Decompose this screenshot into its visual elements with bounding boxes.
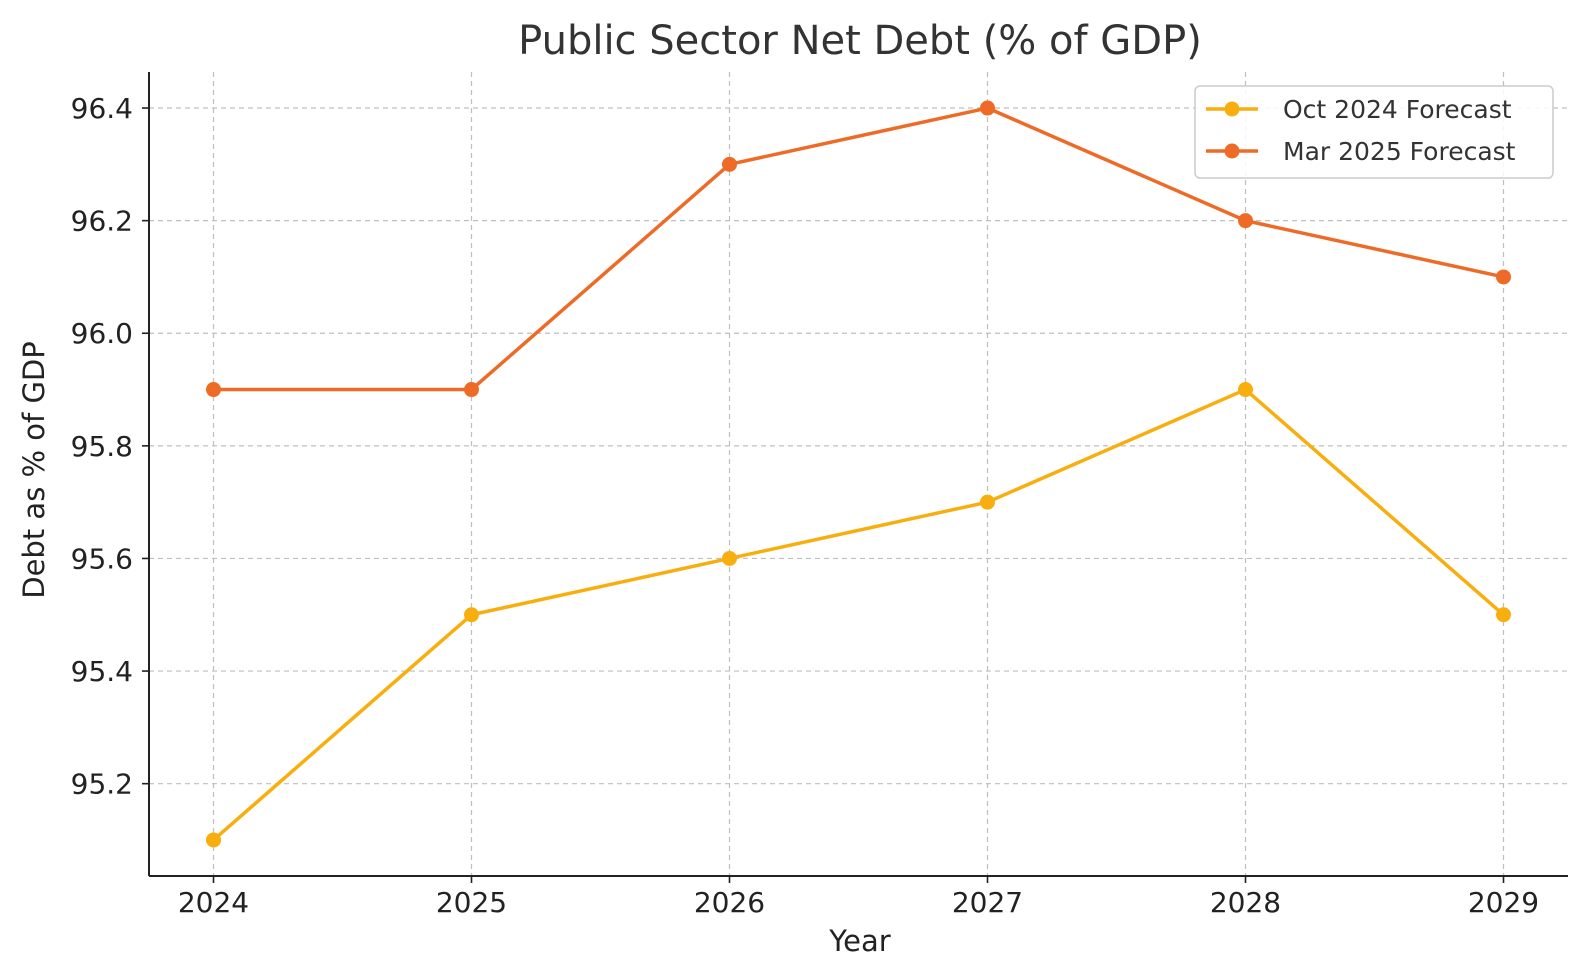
- y-tick-labels: 95.2 95.4 95.6 95.8 96.0 96.2 96.4: [71, 92, 133, 801]
- data-point-mar-2025-forecast-2024: [206, 382, 221, 398]
- data-point-oct-2024-forecast-2026: [722, 550, 737, 566]
- legend-box: [1194, 85, 1554, 179]
- x-tick-label: 2025: [436, 886, 507, 919]
- x-tick-label: 2027: [952, 886, 1023, 919]
- data-point-mar-2025-forecast-2029: [1496, 269, 1511, 285]
- data-point-oct-2024-forecast-2029: [1496, 607, 1511, 623]
- data-point-mar-2025-forecast-2026: [722, 156, 737, 172]
- series: [206, 100, 1511, 848]
- y-tick-label: 96.0: [71, 317, 133, 350]
- series-line-mar-2025-forecast: [211, 106, 1506, 392]
- legend-marker-mar-2025: [1224, 143, 1240, 159]
- x-tick-label: 2024: [178, 886, 249, 919]
- y-tick-label: 95.8: [71, 430, 133, 463]
- data-point-mar-2025-forecast-2025: [464, 382, 479, 398]
- legend-label-mar-2025: Mar 2025 Forecast: [1283, 137, 1516, 166]
- y-tick-label: 95.4: [71, 655, 133, 688]
- legend-label-oct-2024: Oct 2024 Forecast: [1283, 95, 1512, 124]
- series-line-oct-2024-forecast: [211, 387, 1506, 842]
- axes: [142, 72, 1568, 883]
- y-tick-label: 96.2: [71, 205, 133, 238]
- y-tick-label: 95.2: [71, 768, 133, 801]
- data-point-mar-2025-forecast-2028: [1238, 213, 1253, 229]
- legend: Oct 2024 Forecast Mar 2025 Forecast: [1194, 85, 1554, 179]
- data-point-oct-2024-forecast-2027: [980, 494, 995, 510]
- y-tick-label: 96.4: [71, 92, 133, 125]
- x-tick-label: 2029: [1468, 886, 1539, 919]
- legend-marker-oct-2024: [1224, 101, 1240, 117]
- y-axis-label: Debt as % of GDP: [17, 341, 51, 599]
- data-point-mar-2025-forecast-2027: [980, 100, 995, 116]
- data-point-oct-2024-forecast-2025: [464, 607, 479, 623]
- x-axis-label: Year: [828, 924, 890, 958]
- data-point-oct-2024-forecast-2024: [206, 832, 221, 848]
- chart-title: Public Sector Net Debt (% of GDP): [518, 18, 1202, 64]
- grid: [149, 72, 1568, 876]
- y-tick-label: 95.6: [71, 542, 133, 575]
- data-point-oct-2024-forecast-2028: [1238, 382, 1253, 398]
- x-tick-label: 2028: [1210, 886, 1281, 919]
- x-tick-label: 2026: [694, 886, 765, 919]
- x-tick-labels: 2024 2025 2026 2027 2028 2029: [178, 886, 1539, 919]
